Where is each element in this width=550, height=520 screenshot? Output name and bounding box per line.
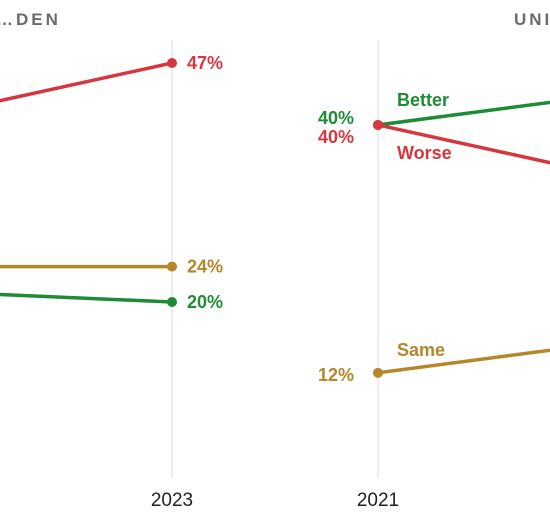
- left-panel-title: …DEN: [0, 10, 61, 29]
- right-panel-title: UNI…: [514, 10, 550, 29]
- left-tick-2023: 2023: [151, 490, 193, 511]
- right-value-label-better-2021: 40%: [318, 108, 354, 128]
- right-series-label-better: Better: [397, 90, 449, 110]
- right-point-same-2021: [373, 367, 383, 378]
- right-point-worse-2021: [373, 119, 383, 130]
- right-line-same: [376, 348, 550, 375]
- right-value-label-same-2021: 12%: [318, 365, 354, 385]
- left-point-worse-2023: [167, 58, 177, 68]
- right-line-better: [376, 100, 550, 127]
- right-series-label-worse: Worse: [397, 143, 452, 163]
- right-series-label-same: Same: [397, 340, 445, 360]
- left-line-worse: [0, 61, 174, 103]
- right-line-worse: [376, 123, 550, 165]
- left-value-label-same-2023: 24%: [187, 257, 223, 277]
- left-line-better: [0, 292, 174, 304]
- right-value-label-worse-2021: 40%: [318, 127, 354, 147]
- left-point-same-2023: [167, 261, 177, 272]
- left-point-better-2023: [167, 297, 177, 307]
- left-value-label-better-2023: 20%: [187, 292, 223, 312]
- right-tick-2021: 2021: [357, 490, 399, 511]
- left-value-label-worse-2023: 47%: [187, 53, 223, 73]
